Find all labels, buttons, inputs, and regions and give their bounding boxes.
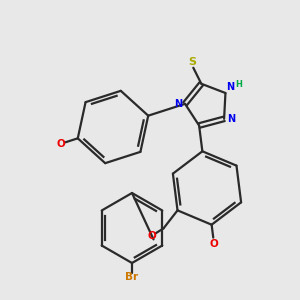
Text: H: H	[235, 80, 242, 88]
Text: O: O	[56, 139, 65, 149]
Text: O: O	[210, 238, 218, 249]
Text: N: N	[174, 99, 182, 109]
Text: Br: Br	[125, 272, 139, 282]
Text: S: S	[188, 57, 196, 67]
Text: N: N	[227, 114, 235, 124]
Text: O: O	[147, 231, 156, 242]
Text: N: N	[226, 82, 235, 92]
